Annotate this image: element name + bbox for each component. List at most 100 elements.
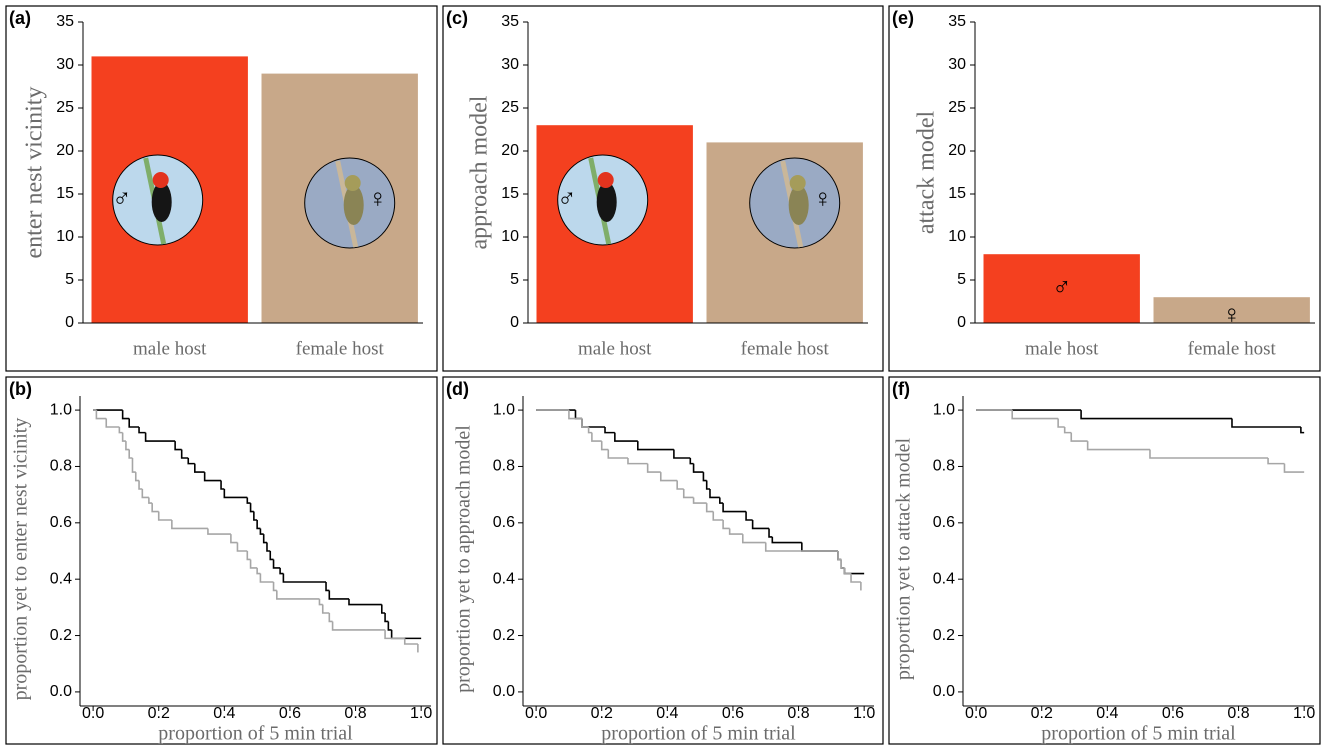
step-segment	[692, 497, 707, 504]
step-segment	[318, 598, 323, 606]
step-segment	[741, 534, 766, 544]
y-axis-label: proportion yet to enter nest vicinity	[10, 418, 32, 701]
y-tick-label: 0.6	[50, 514, 72, 531]
step-segment	[249, 503, 254, 513]
panel-frame	[442, 376, 884, 745]
sex-symbol: ♀	[1222, 299, 1242, 329]
step-segment	[646, 463, 661, 473]
step-segment	[138, 480, 143, 490]
y-tick-label: 0.8	[493, 458, 515, 475]
step-segment	[266, 542, 271, 552]
sex-symbol: ♂	[557, 183, 577, 213]
step-segment	[203, 472, 222, 482]
y-tick-label: 5	[510, 271, 519, 288]
panel-label: (a)	[9, 8, 31, 28]
step-segment	[259, 528, 264, 535]
x-tick-label: male host	[578, 338, 652, 359]
x-tick-label: male host	[133, 338, 207, 359]
sex-symbol: ♀	[813, 183, 833, 213]
y-tick-label: 0.4	[50, 570, 72, 587]
step-segment	[692, 463, 704, 473]
y-tick-label: 0.2	[933, 627, 955, 644]
panel-frame	[442, 5, 884, 372]
sex-symbol: ♂	[112, 183, 132, 213]
y-tick-label: 15	[501, 185, 519, 202]
y-tick-label: 25	[501, 99, 519, 116]
step-segment	[712, 511, 724, 521]
step-segment	[1283, 463, 1305, 473]
bird-body	[788, 185, 809, 225]
panel-label: (f)	[892, 379, 910, 399]
y-axis-label: proportion yet to approach model	[453, 425, 475, 693]
panel-label: (b)	[9, 379, 32, 399]
step-segment	[246, 497, 251, 504]
step-segment	[673, 449, 691, 459]
x-axis-label: proportion of 5 min trial	[1041, 723, 1236, 745]
step-segment	[249, 559, 258, 569]
x-tick-label: 0.6	[1162, 705, 1184, 722]
step-segment	[722, 503, 747, 513]
step-segment	[125, 441, 130, 451]
step-segment	[1300, 427, 1305, 434]
panel-frame	[5, 5, 438, 372]
bird-body	[343, 185, 364, 225]
step-segment	[1080, 410, 1232, 420]
x-tick-label: 0.2	[148, 705, 170, 722]
step-segment	[768, 528, 773, 538]
y-tick-label: 20	[948, 142, 966, 159]
y-tick-label: 0.0	[50, 683, 72, 700]
step-segment	[1057, 418, 1065, 428]
step-segment	[131, 458, 136, 473]
bird-head	[597, 172, 614, 188]
step-segment	[157, 511, 172, 521]
step-segment	[764, 542, 838, 552]
y-tick-label: 1.0	[50, 401, 72, 418]
x-tick-label: 1.0	[410, 705, 432, 722]
x-tick-label: 0.8	[344, 705, 366, 722]
step-segment	[279, 567, 284, 575]
y-tick-label: 10	[948, 228, 966, 245]
y-tick-label: 35	[948, 13, 966, 30]
y-tick-label: 20	[56, 142, 74, 159]
step-segment	[607, 449, 628, 459]
x-tick-label: 0.4	[656, 705, 678, 722]
step-segment	[850, 573, 861, 583]
y-tick-label: 25	[56, 99, 74, 116]
step-segment	[705, 480, 710, 490]
step-segment	[581, 418, 589, 428]
x-tick-label: 0.0	[525, 705, 547, 722]
y-tick-label: 20	[501, 142, 519, 159]
y-tick-label: 0.4	[493, 570, 515, 587]
y-tick-label: 5	[65, 271, 74, 288]
x-tick-label: 0.0	[965, 705, 987, 722]
step-segment	[348, 598, 382, 606]
step-segment	[390, 629, 422, 640]
step-segment	[171, 520, 208, 530]
step-segment	[187, 458, 195, 465]
panel-label: (d)	[446, 379, 469, 399]
step-segment	[95, 410, 107, 420]
step-segment	[207, 528, 231, 535]
step-segment	[682, 489, 694, 499]
step-segment	[259, 573, 274, 583]
step-segment	[637, 441, 674, 451]
panel-frame	[5, 376, 438, 745]
step-segment	[614, 432, 638, 442]
y-tick-label: 35	[56, 13, 74, 30]
step-segment	[719, 497, 724, 504]
step-segment	[676, 480, 684, 490]
step-segment	[568, 410, 583, 420]
step-segment	[256, 567, 261, 575]
step-segment	[843, 567, 865, 575]
y-tick-label: 0.0	[493, 683, 515, 700]
y-tick-label: 35	[501, 13, 519, 30]
y-tick-label: 30	[501, 56, 519, 73]
y-tick-label: 0.4	[933, 570, 955, 587]
step-segment	[728, 528, 743, 535]
step-segment	[118, 427, 123, 434]
step-segment	[384, 629, 405, 640]
x-tick-label: 0.8	[787, 705, 809, 722]
step-segment	[843, 567, 852, 575]
step-segment	[771, 536, 802, 544]
bird-head	[152, 172, 169, 188]
